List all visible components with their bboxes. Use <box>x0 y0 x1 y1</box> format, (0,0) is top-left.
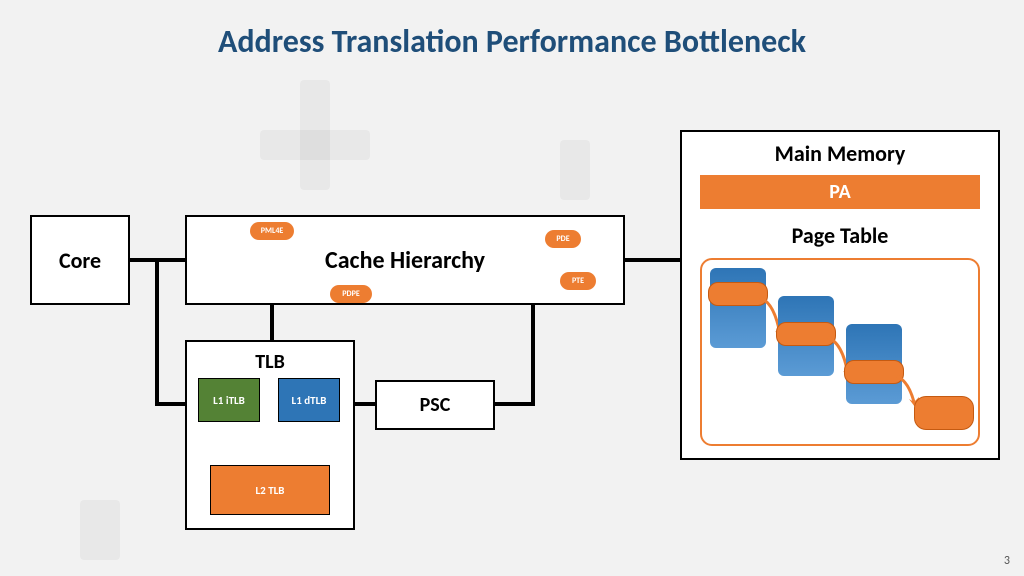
connector <box>495 402 535 406</box>
l2-tlb-box: L2 TLB <box>210 465 330 515</box>
psc-box: PSC <box>375 380 495 430</box>
pt-level-4-slot <box>914 396 974 430</box>
pte-pill: PTE <box>560 272 596 290</box>
main-memory-label: Main Memory <box>775 140 906 167</box>
pdpe-pill: PDPE <box>330 285 372 303</box>
connector <box>270 305 274 340</box>
l1-dtlb-box: L1 dTLB <box>278 378 340 422</box>
connector <box>155 258 159 406</box>
page-table-label-text: Page Table <box>792 222 889 249</box>
core-label: Core <box>59 247 101 274</box>
tlb-label: TLB <box>255 350 285 374</box>
connector <box>355 402 375 406</box>
core-box: Core <box>30 215 130 305</box>
pdpe-label: PDPE <box>342 289 359 299</box>
connector <box>531 305 535 406</box>
slide-title: Address Translation Performance Bottlene… <box>0 22 1024 61</box>
pte-label: PTE <box>572 276 584 286</box>
pml4e-label: PML4E <box>261 226 284 236</box>
pde-label: PDE <box>556 234 569 244</box>
l1-dtlb-label: L1 dTLB <box>292 394 327 407</box>
psc-label: PSC <box>420 393 451 417</box>
pa-bar: PA <box>700 175 980 209</box>
l1-itlb-box: L1 iTLB <box>198 378 260 422</box>
connector <box>155 402 185 406</box>
pde-pill: PDE <box>545 230 581 248</box>
page-table-label: Page Table <box>680 222 1000 249</box>
connector <box>625 258 680 262</box>
page-number: 3 <box>1004 554 1010 568</box>
l1-itlb-label: L1 iTLB <box>213 394 245 407</box>
cache-label: Cache Hierarchy <box>325 246 485 275</box>
pa-label: PA <box>829 180 850 204</box>
pml4e-pill: PML4E <box>250 222 294 240</box>
l2-tlb-label: L2 TLB <box>256 484 285 497</box>
